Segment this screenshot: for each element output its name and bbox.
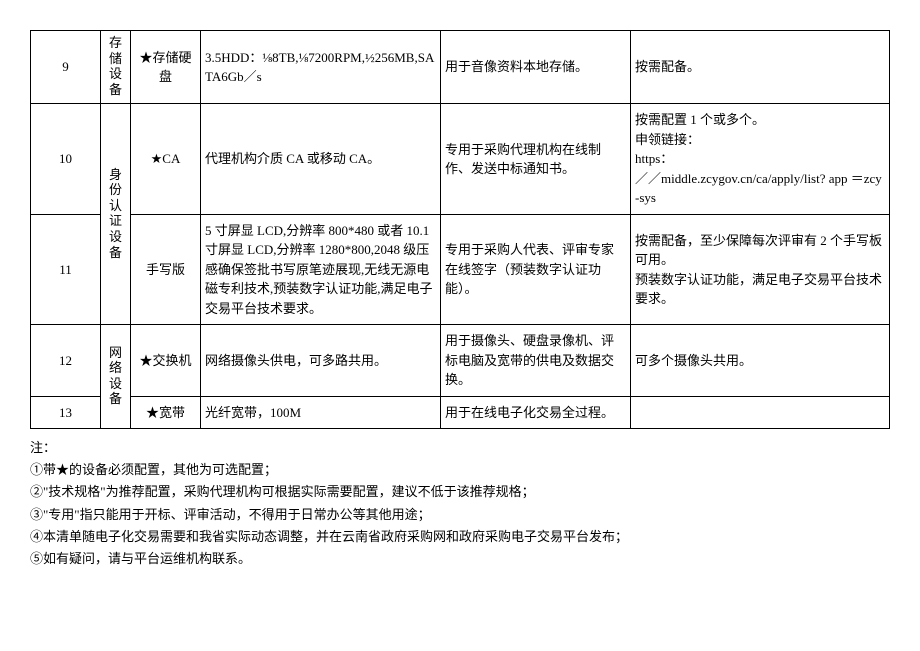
cell-num: 12 bbox=[31, 325, 101, 397]
cell-other: 按需配备。 bbox=[631, 31, 890, 104]
table-row: 9 存储设备 ★存储硬盘 3.5HDD：⅛8TB,⅛7200RPM,½256MB… bbox=[31, 31, 890, 104]
notes-header: 注： bbox=[30, 437, 890, 459]
notes-item: ④本清单随电子化交易需要和我省实际动态调整，并在云南省政府采购网和政府采购电子交… bbox=[30, 526, 890, 548]
cell-use: 用于音像资料本地存储。 bbox=[441, 31, 631, 104]
cell-other: 按需配备，至少保障每次评审有 2 个手写板可用。 预装数字认证功能，满足电子交易… bbox=[631, 214, 890, 325]
cell-category: 网络设备 bbox=[101, 325, 131, 429]
cell-other: 按需配置 1 个或多个。 申领链接： https： ／／middle.zcygo… bbox=[631, 104, 890, 215]
notes-section: 注： ①带★的设备必须配置，其他为可选配置； ②"技术规格"为推荐配置，采购代理… bbox=[30, 437, 890, 570]
cell-name: ★存储硬盘 bbox=[131, 31, 201, 104]
cell-spec: 网络摄像头供电，可多路共用。 bbox=[201, 325, 441, 397]
cell-use: 用于摄像头、硬盘录像机、评标电脑及宽带的供电及数据交换。 bbox=[441, 325, 631, 397]
cell-num: 9 bbox=[31, 31, 101, 104]
cell-other bbox=[631, 396, 890, 429]
cell-spec: 5 寸屏显 LCD,分辨率 800*480 或者 10.1 寸屏显 LCD,分辨… bbox=[201, 214, 441, 325]
cell-spec: 代理机构介质 CA 或移动 CA。 bbox=[201, 104, 441, 215]
cell-num: 10 bbox=[31, 104, 101, 215]
cell-name: ★交换机 bbox=[131, 325, 201, 397]
notes-item: ③"专用"指只能用于开标、评审活动，不得用于日常办公等其他用途； bbox=[30, 504, 890, 526]
notes-item: ②"技术规格"为推荐配置，采购代理机构可根据实际需要配置，建议不低于该推荐规格； bbox=[30, 481, 890, 503]
cell-num: 13 bbox=[31, 396, 101, 429]
cell-use: 用于在线电子化交易全过程。 bbox=[441, 396, 631, 429]
notes-item: ①带★的设备必须配置，其他为可选配置； bbox=[30, 459, 890, 481]
cell-name: 手写版 bbox=[131, 214, 201, 325]
cell-name: ★CA bbox=[131, 104, 201, 215]
cell-spec: 3.5HDD：⅛8TB,⅛7200RPM,½256MB,SATA6Gb／s bbox=[201, 31, 441, 104]
table-row: 10 身份认证设备 ★CA 代理机构介质 CA 或移动 CA。 专用于采购代理机… bbox=[31, 104, 890, 215]
table-row: 12 网络设备 ★交换机 网络摄像头供电，可多路共用。 用于摄像头、硬盘录像机、… bbox=[31, 325, 890, 397]
table-row: 11 手写版 5 寸屏显 LCD,分辨率 800*480 或者 10.1 寸屏显… bbox=[31, 214, 890, 325]
equipment-table: 9 存储设备 ★存储硬盘 3.5HDD：⅛8TB,⅛7200RPM,½256MB… bbox=[30, 30, 890, 429]
cell-name: ★宽带 bbox=[131, 396, 201, 429]
cell-num: 11 bbox=[31, 214, 101, 325]
cell-spec: 光纤宽带，100M bbox=[201, 396, 441, 429]
cell-category: 存储设备 bbox=[101, 31, 131, 104]
notes-item: ⑤如有疑问，请与平台运维机构联系。 bbox=[30, 548, 890, 570]
cell-other: 可多个摄像头共用。 bbox=[631, 325, 890, 397]
cell-category: 身份认证设备 bbox=[101, 104, 131, 325]
cell-use: 专用于采购人代表、评审专家在线签字（预装数字认证功能）。 bbox=[441, 214, 631, 325]
cell-use: 专用于采购代理机构在线制作、发送中标通知书。 bbox=[441, 104, 631, 215]
table-row: 13 ★宽带 光纤宽带，100M 用于在线电子化交易全过程。 bbox=[31, 396, 890, 429]
